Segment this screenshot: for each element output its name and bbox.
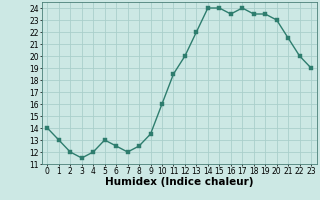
X-axis label: Humidex (Indice chaleur): Humidex (Indice chaleur) bbox=[105, 177, 253, 187]
